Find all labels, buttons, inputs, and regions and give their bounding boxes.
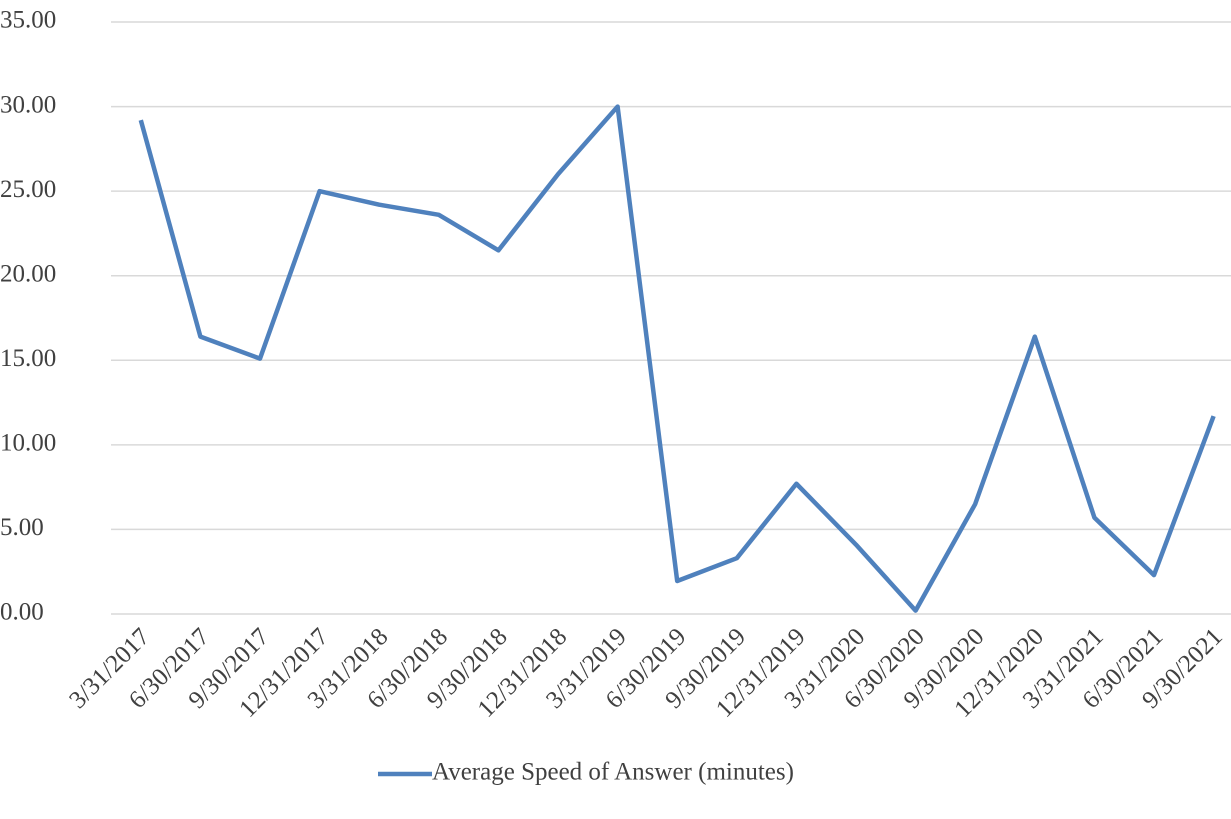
y-tick-label: 15.00 [0, 345, 56, 372]
y-tick-label: 20.00 [0, 260, 56, 287]
data-line [138, 104, 1216, 613]
y-tick-label: 10.00 [0, 430, 56, 457]
y-tick-label: 35.00 [0, 7, 56, 34]
y-tick-label: 30.00 [0, 91, 56, 118]
y-tick-label: 0.00 [0, 599, 44, 626]
y-tick-label: 5.00 [0, 514, 44, 541]
legend-label: Average Speed of Answer (minutes) [432, 759, 794, 786]
y-tick-label: 25.00 [0, 176, 56, 203]
